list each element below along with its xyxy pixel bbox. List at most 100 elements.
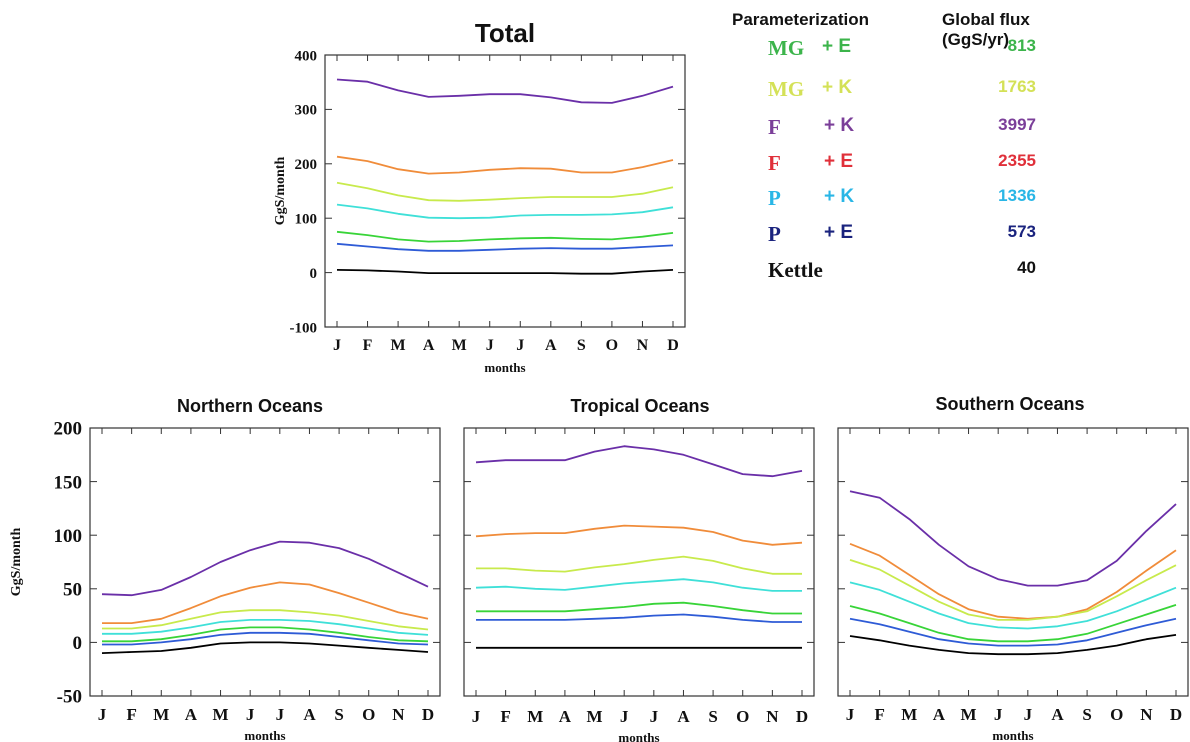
x-tick-label: J	[98, 705, 107, 724]
series-line	[849, 490, 1177, 587]
x-tick-label: M	[587, 707, 603, 726]
x-tick-label: J	[276, 705, 285, 724]
legend-row: MG + E 813	[700, 36, 1040, 68]
y-tick-label: 400	[295, 48, 318, 64]
x-tick-label: O	[1110, 705, 1123, 724]
chart-title: Southern Oceans	[935, 394, 1084, 414]
x-tick-label: D	[667, 337, 679, 354]
legend-row-value: 2355	[998, 151, 1036, 170]
series-line	[336, 203, 674, 220]
x-tick-label: O	[606, 337, 618, 354]
x-tick-label: J	[333, 337, 341, 354]
x-axis-label: months	[484, 360, 525, 375]
x-tick-label: M	[153, 705, 169, 724]
x-tick-label: N	[392, 705, 405, 724]
x-tick-label: A	[545, 337, 557, 354]
series-line	[101, 540, 429, 597]
legend-row-suffix: + K	[824, 115, 855, 136]
y-tick-label: 0	[73, 633, 83, 654]
x-tick-label: J	[486, 337, 494, 354]
x-tick-label: A	[1051, 705, 1064, 724]
x-axis-label: months	[992, 728, 1033, 742]
series-line	[476, 601, 802, 615]
chart-title: Tropical Oceans	[570, 396, 709, 416]
parameterization-legend: Parameterization Global flux (GgS/yr) MG…	[700, 4, 1040, 304]
x-tick-label: F	[500, 707, 510, 726]
x-tick-label: M	[213, 705, 229, 724]
x-tick-label: S	[334, 705, 343, 724]
y-tick-label: 200	[54, 419, 83, 440]
y-tick-label: 150	[54, 472, 83, 493]
x-tick-label: M	[391, 337, 406, 354]
legend-row-scheme: MG	[768, 36, 805, 60]
y-axis-label: GgS/month	[9, 528, 24, 597]
series-line	[102, 626, 429, 643]
legend-row-value: 813	[1007, 36, 1036, 55]
y-tick-label: -50	[57, 687, 82, 708]
y-tick-label: 100	[54, 526, 83, 547]
y-tick-label: -100	[290, 320, 318, 336]
series-line	[849, 542, 1177, 620]
series-line	[102, 609, 429, 631]
x-tick-label: A	[185, 705, 198, 724]
x-tick-label: F	[874, 705, 884, 724]
legend-row-value: 573	[1007, 222, 1036, 241]
legend-row-value: 1336	[998, 186, 1036, 205]
y-tick-label: 100	[295, 211, 318, 227]
legend-row-suffix: + E	[822, 36, 852, 57]
x-tick-label: A	[677, 707, 690, 726]
x-tick-label: J	[650, 707, 659, 726]
series-line	[475, 445, 803, 478]
legend-row-value: 40	[1017, 258, 1036, 277]
x-tick-label: A	[423, 337, 435, 354]
chart-title: Total	[475, 18, 535, 48]
plot-frame	[324, 54, 686, 328]
x-tick-label: N	[637, 337, 649, 354]
series-line	[101, 641, 429, 654]
x-tick-label: D	[1170, 705, 1182, 724]
chart-title: Northern Oceans	[177, 396, 323, 416]
x-axis-label: months	[244, 728, 285, 742]
x-tick-label: J	[846, 705, 855, 724]
legend-row: Kettle 40	[700, 258, 1040, 290]
series-line	[336, 155, 674, 175]
series-line	[476, 555, 802, 575]
series-line	[102, 631, 429, 646]
series-line	[102, 581, 429, 624]
legend-row-suffix: + K	[824, 186, 855, 207]
series-line	[475, 578, 802, 592]
x-tick-label: N	[1140, 705, 1153, 724]
x-tick-label: A	[559, 707, 572, 726]
x-tick-label: F	[363, 337, 373, 354]
legend-row-scheme: F	[768, 115, 781, 139]
x-tick-label: J	[620, 707, 629, 726]
x-axis-label: months	[618, 730, 659, 742]
x-tick-label: S	[708, 707, 717, 726]
series-line	[336, 269, 674, 275]
legend-row-scheme: Kettle	[768, 258, 823, 282]
legend-row: P + K 1336	[700, 186, 1040, 218]
series-line	[336, 242, 674, 252]
x-tick-label: M	[527, 707, 543, 726]
legend-row-suffix: + K	[822, 77, 853, 98]
x-tick-label: O	[362, 705, 375, 724]
x-tick-label: J	[1024, 705, 1033, 724]
x-tick-label: A	[303, 705, 316, 724]
plot-frame	[89, 427, 441, 697]
legend-row-scheme: P	[768, 186, 781, 210]
legend-row: F + K 3997	[700, 115, 1040, 147]
x-tick-label: S	[1082, 705, 1091, 724]
x-tick-label: D	[796, 707, 808, 726]
legend-row-suffix: + E	[824, 151, 854, 172]
x-tick-label: J	[472, 707, 481, 726]
legend-row-scheme: MG	[768, 77, 805, 101]
legend-row-scheme: P	[768, 222, 781, 246]
x-tick-label: A	[933, 705, 946, 724]
series-line	[475, 524, 803, 546]
legend-row: P + E 573	[700, 222, 1040, 254]
